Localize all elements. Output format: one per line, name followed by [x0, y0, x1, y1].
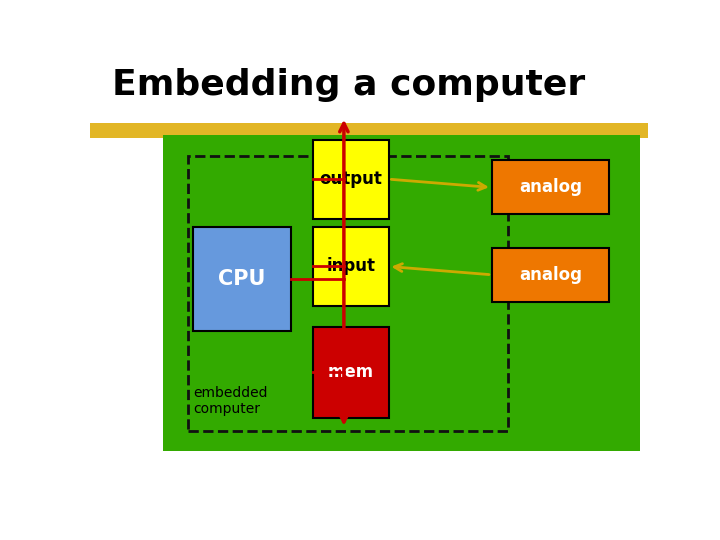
Text: input: input	[326, 258, 375, 275]
Text: output: output	[320, 170, 382, 188]
Bar	[188, 156, 508, 431]
Bar	[492, 160, 609, 214]
Bar	[492, 248, 609, 302]
Text: analog: analog	[519, 178, 582, 197]
Bar	[313, 327, 389, 418]
Bar	[163, 136, 639, 451]
Bar	[193, 227, 291, 331]
Text: Embedding a computer: Embedding a computer	[112, 68, 585, 102]
Text: mem: mem	[328, 363, 374, 381]
Bar	[313, 227, 389, 306]
Bar	[313, 140, 389, 219]
Text: analog: analog	[519, 266, 582, 284]
Text: embedded
computer: embedded computer	[193, 386, 268, 416]
Text: CPU: CPU	[218, 269, 266, 289]
Bar	[90, 123, 648, 138]
